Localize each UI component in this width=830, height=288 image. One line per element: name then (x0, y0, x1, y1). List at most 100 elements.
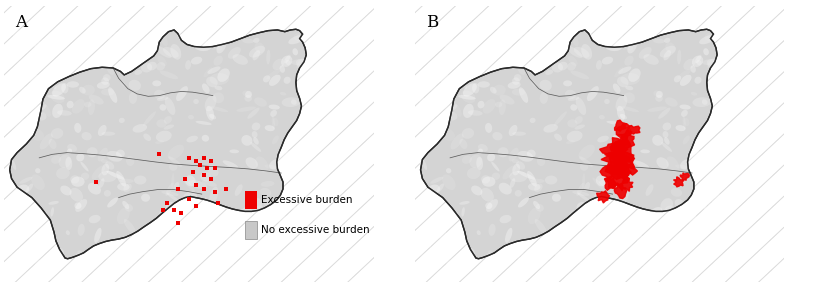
Ellipse shape (637, 231, 642, 247)
Ellipse shape (576, 97, 586, 115)
Ellipse shape (101, 77, 109, 85)
Ellipse shape (488, 51, 503, 56)
Ellipse shape (129, 261, 139, 268)
Ellipse shape (246, 157, 258, 169)
Ellipse shape (643, 54, 659, 65)
Ellipse shape (507, 35, 526, 39)
Ellipse shape (216, 223, 225, 231)
Ellipse shape (616, 197, 625, 211)
Ellipse shape (261, 181, 275, 187)
Ellipse shape (251, 228, 259, 238)
Ellipse shape (419, 95, 427, 111)
Ellipse shape (43, 22, 47, 32)
Ellipse shape (599, 180, 618, 189)
Bar (245, 191, 257, 209)
Point (197, 187, 210, 191)
Ellipse shape (671, 181, 686, 187)
Ellipse shape (201, 34, 217, 46)
Ellipse shape (124, 204, 133, 212)
Ellipse shape (528, 207, 540, 224)
Ellipse shape (74, 253, 85, 263)
Ellipse shape (531, 81, 536, 86)
Ellipse shape (447, 238, 453, 242)
Ellipse shape (159, 30, 168, 47)
Ellipse shape (570, 104, 577, 111)
Ellipse shape (106, 151, 123, 162)
Ellipse shape (613, 84, 621, 93)
Point (208, 190, 222, 195)
Ellipse shape (104, 190, 111, 197)
Ellipse shape (569, 210, 579, 218)
Ellipse shape (428, 104, 440, 116)
Ellipse shape (286, 153, 290, 160)
Ellipse shape (269, 159, 281, 169)
Ellipse shape (509, 171, 528, 182)
Ellipse shape (425, 235, 431, 249)
Ellipse shape (33, 35, 42, 43)
Ellipse shape (462, 156, 472, 164)
Ellipse shape (510, 250, 524, 259)
Ellipse shape (291, 194, 296, 209)
Ellipse shape (209, 34, 222, 50)
Point (212, 200, 225, 205)
Ellipse shape (166, 202, 178, 213)
Ellipse shape (253, 250, 266, 262)
Ellipse shape (515, 245, 525, 256)
Ellipse shape (509, 125, 517, 136)
Ellipse shape (224, 244, 236, 258)
Ellipse shape (452, 103, 461, 117)
Ellipse shape (56, 167, 70, 179)
Ellipse shape (604, 99, 610, 104)
Ellipse shape (447, 260, 456, 267)
Ellipse shape (708, 218, 720, 230)
Ellipse shape (17, 98, 27, 109)
Ellipse shape (281, 97, 300, 107)
Ellipse shape (54, 243, 57, 254)
Ellipse shape (574, 220, 585, 231)
Ellipse shape (292, 48, 298, 55)
Ellipse shape (203, 37, 215, 48)
Ellipse shape (32, 91, 42, 109)
Ellipse shape (614, 67, 623, 77)
Ellipse shape (217, 68, 230, 82)
Ellipse shape (72, 99, 85, 113)
Ellipse shape (676, 164, 691, 170)
Ellipse shape (214, 32, 227, 44)
Ellipse shape (427, 98, 438, 109)
Ellipse shape (588, 35, 606, 46)
Ellipse shape (67, 144, 77, 152)
Ellipse shape (226, 231, 232, 247)
Ellipse shape (124, 183, 132, 192)
Ellipse shape (584, 225, 597, 238)
Ellipse shape (66, 149, 72, 154)
Ellipse shape (706, 197, 711, 207)
Ellipse shape (427, 232, 434, 238)
Ellipse shape (52, 104, 63, 118)
Ellipse shape (592, 231, 596, 241)
Ellipse shape (514, 74, 521, 81)
Ellipse shape (165, 183, 173, 196)
Ellipse shape (116, 171, 126, 187)
Ellipse shape (620, 34, 632, 50)
Ellipse shape (42, 212, 47, 216)
Ellipse shape (463, 248, 475, 260)
Ellipse shape (237, 107, 256, 112)
Polygon shape (618, 129, 635, 147)
Ellipse shape (157, 96, 168, 101)
Ellipse shape (574, 47, 589, 58)
Ellipse shape (205, 197, 214, 211)
Point (168, 207, 181, 212)
Ellipse shape (620, 73, 640, 85)
Ellipse shape (477, 149, 483, 154)
Ellipse shape (567, 131, 583, 142)
Ellipse shape (288, 149, 298, 159)
Ellipse shape (203, 180, 217, 187)
Ellipse shape (101, 89, 115, 96)
Ellipse shape (585, 215, 598, 226)
Ellipse shape (515, 190, 522, 197)
Ellipse shape (280, 92, 286, 96)
Ellipse shape (461, 90, 476, 103)
Ellipse shape (459, 201, 470, 205)
Ellipse shape (540, 80, 552, 91)
Ellipse shape (624, 56, 633, 66)
